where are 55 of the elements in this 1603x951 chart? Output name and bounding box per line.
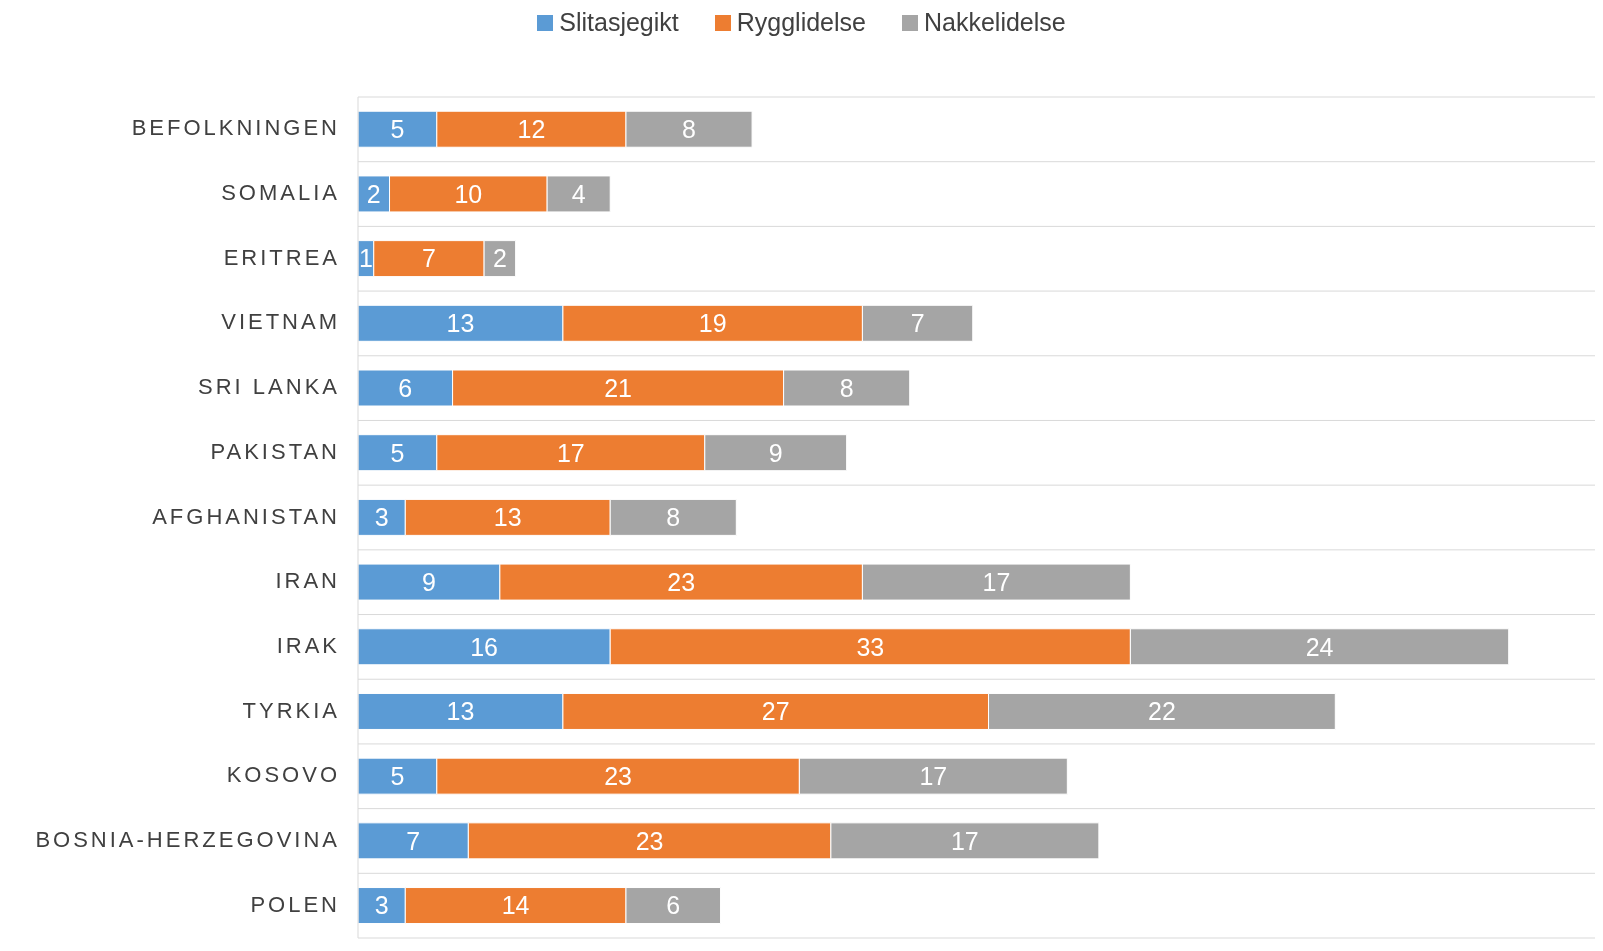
data-label: 4 xyxy=(571,179,586,208)
data-label: 2 xyxy=(492,244,507,273)
data-label: 17 xyxy=(950,826,979,855)
data-label: 14 xyxy=(501,891,530,920)
data-label: 7 xyxy=(910,309,925,338)
data-label: 8 xyxy=(839,373,854,402)
y-tick-label: TYRKIA xyxy=(242,697,340,723)
data-label: 17 xyxy=(919,762,948,791)
data-label: 22 xyxy=(1148,697,1176,726)
data-label: 3 xyxy=(374,891,389,920)
data-label: 23 xyxy=(604,762,632,791)
data-label: 7 xyxy=(421,244,436,273)
data-label: 6 xyxy=(398,373,413,402)
data-label: 8 xyxy=(682,115,696,144)
y-tick-label: AFGHANISTAN xyxy=(152,503,340,529)
y-tick-label: IRAK xyxy=(276,632,340,658)
y-tick-label: VIETNAM xyxy=(221,309,340,335)
y-tick-label: BOSNIA-HERZEGOVINA xyxy=(35,826,340,852)
y-tick-label: KOSOVO xyxy=(226,762,340,788)
data-label: 8 xyxy=(666,503,681,532)
data-label: 5 xyxy=(390,115,405,144)
y-tick-label: SOMALIA xyxy=(221,180,340,206)
data-label: 1 xyxy=(358,244,373,273)
y-tick-label: IRAN xyxy=(275,568,340,594)
y-tick-label: BEFOLKNINGEN xyxy=(131,115,340,141)
data-label: 17 xyxy=(982,567,1011,596)
y-tick-label: PAKISTAN xyxy=(210,438,340,464)
data-label: 2 xyxy=(366,179,381,208)
data-label: 9 xyxy=(421,567,436,596)
data-label: 16 xyxy=(470,632,499,661)
data-label: 12 xyxy=(517,115,546,144)
data-label: 5 xyxy=(390,762,405,791)
data-label: 13 xyxy=(446,309,475,338)
data-label: 19 xyxy=(698,309,727,338)
data-label: 7 xyxy=(406,826,421,855)
legend-label: Nakkelidelse xyxy=(924,8,1066,37)
data-label: 21 xyxy=(604,373,632,402)
legend-label: Slitasjegikt xyxy=(559,8,679,37)
data-label: 13 xyxy=(493,503,522,532)
data-label: 24 xyxy=(1305,632,1334,661)
data-label: 10 xyxy=(454,179,483,208)
data-label: 5 xyxy=(390,438,405,467)
y-tick-label: SRI LANKA xyxy=(198,374,340,400)
data-label: 6 xyxy=(666,891,681,920)
data-label: 9 xyxy=(768,438,783,467)
data-label: 3 xyxy=(374,503,389,532)
legend-label: Rygglidelse xyxy=(736,8,866,37)
y-tick-label: ERITREA xyxy=(223,244,340,270)
data-label: 23 xyxy=(667,567,696,596)
data-label: 27 xyxy=(761,697,790,726)
data-label: 17 xyxy=(556,438,585,467)
data-label: 33 xyxy=(856,632,885,661)
data-label: 13 xyxy=(446,697,475,726)
y-tick-label: POLEN xyxy=(250,891,340,917)
data-label: 23 xyxy=(635,826,664,855)
